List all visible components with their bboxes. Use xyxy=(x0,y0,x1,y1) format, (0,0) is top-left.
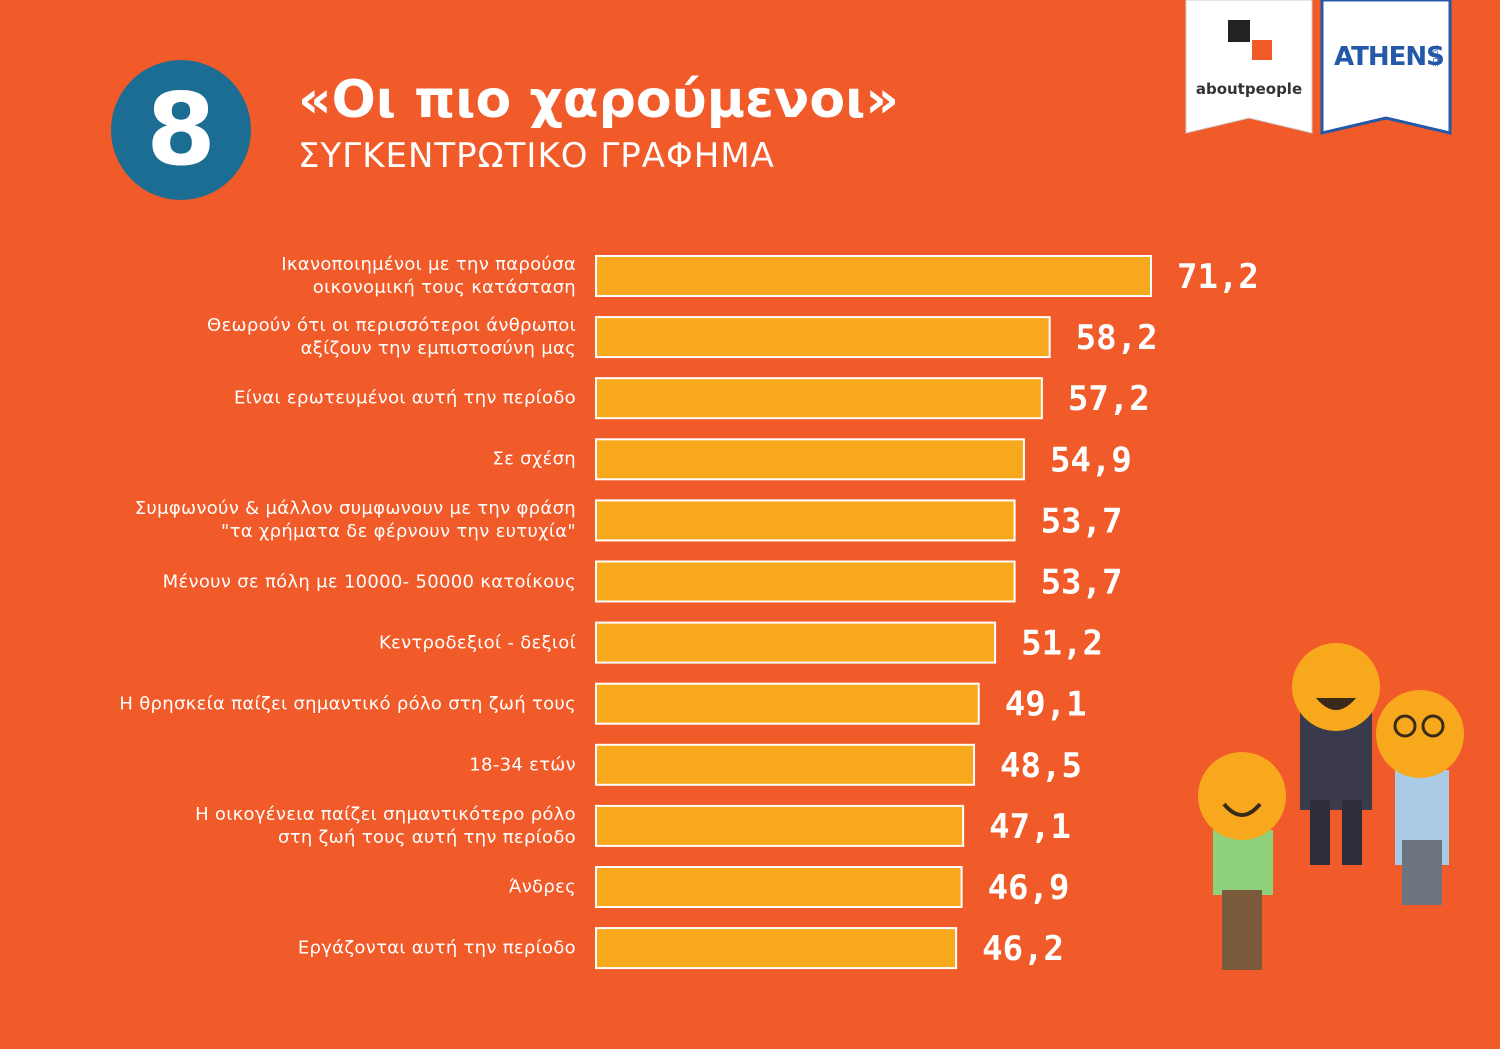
figure-glasses xyxy=(1421,714,1445,738)
value-label: 53,7 xyxy=(1041,563,1123,603)
value-label: 58,2 xyxy=(1076,318,1158,358)
badge-circle xyxy=(111,60,251,200)
logo-text: VOICE xyxy=(1430,45,1439,67)
logo-icon xyxy=(1252,40,1272,60)
bar xyxy=(595,866,963,908)
figure-leg xyxy=(1342,800,1362,865)
category-label: Θεωρούν ότι οι περισσότεροι άνθρωποι αξί… xyxy=(207,315,576,360)
category-label: Σε σχέση xyxy=(492,448,576,470)
value-label: 48,5 xyxy=(1000,746,1082,786)
bar xyxy=(595,804,965,847)
category-label: Είναι ερωτευμένοι αυτή την περίοδο xyxy=(233,387,576,409)
logo-flag xyxy=(1185,0,1313,134)
value-label: 57,2 xyxy=(1068,379,1150,419)
figures xyxy=(1198,643,1464,970)
badge: 8 xyxy=(146,71,216,188)
value-label: 53,7 xyxy=(1041,501,1123,541)
figure-head xyxy=(1198,752,1286,840)
figure-leg xyxy=(1222,890,1262,970)
category-label: Η οικογένεια παίζει σημαντικότερο ρόλο σ… xyxy=(195,803,576,848)
chart-subtitle: ΣΥΓΚΕΝΤΡΩΤΙΚΟ ΓΡΑΦΗΜΑ xyxy=(298,136,775,176)
value-label: 54,9 xyxy=(1050,440,1132,480)
figure-body xyxy=(1213,830,1273,895)
value-label: 46,9 xyxy=(988,868,1070,908)
chart-title: «Οι πιο χαρούμενοι» xyxy=(298,70,899,130)
bar xyxy=(595,499,1016,542)
bar xyxy=(595,438,1025,481)
bar xyxy=(595,682,980,725)
category-label: Συμφωνούν & μάλλον συμφωνουν με την φράσ… xyxy=(134,498,576,543)
logo-text: ATHENS xyxy=(1334,42,1445,72)
category-label: Άνδρες xyxy=(508,876,576,898)
figure-smile xyxy=(1222,802,1262,817)
figure-glasses xyxy=(1393,714,1417,738)
bar xyxy=(595,255,1153,297)
category-label: 18-34 ετών xyxy=(469,754,576,776)
value-label: 51,2 xyxy=(1021,624,1103,664)
figure-smile xyxy=(1316,698,1356,710)
category-label: Κεντροδεξιοί - δεξιοί xyxy=(378,632,576,654)
logo-text: aboutpeople xyxy=(1195,80,1303,98)
figure-head xyxy=(1376,690,1464,778)
category-label: Μένουν σε πόλη με 10000- 50000 κατοίκους xyxy=(162,571,576,592)
category-label: Η θρησκεία παίζει σημαντικό ρόλο στη ζωή… xyxy=(119,693,576,715)
bar xyxy=(595,743,976,786)
value-label: 47,1 xyxy=(989,807,1071,847)
category-label: Εργάζονται αυτή την περίοδο xyxy=(297,937,576,959)
figure-head xyxy=(1292,643,1380,731)
value-label: 46,2 xyxy=(982,929,1064,969)
category-label: Ικανοποιημένοι με την παρούσα οικονομική… xyxy=(281,254,576,298)
value-label: 71,2 xyxy=(1177,257,1259,297)
logo-flag xyxy=(1320,0,1452,135)
bar xyxy=(595,621,997,664)
bar xyxy=(595,560,1016,603)
bar xyxy=(595,316,1051,359)
figure-leg xyxy=(1402,840,1442,905)
logo-icon xyxy=(1228,20,1250,42)
value-label: 49,1 xyxy=(1005,685,1087,725)
bar xyxy=(595,927,958,970)
bar xyxy=(595,377,1043,420)
figure-leg xyxy=(1310,800,1330,865)
